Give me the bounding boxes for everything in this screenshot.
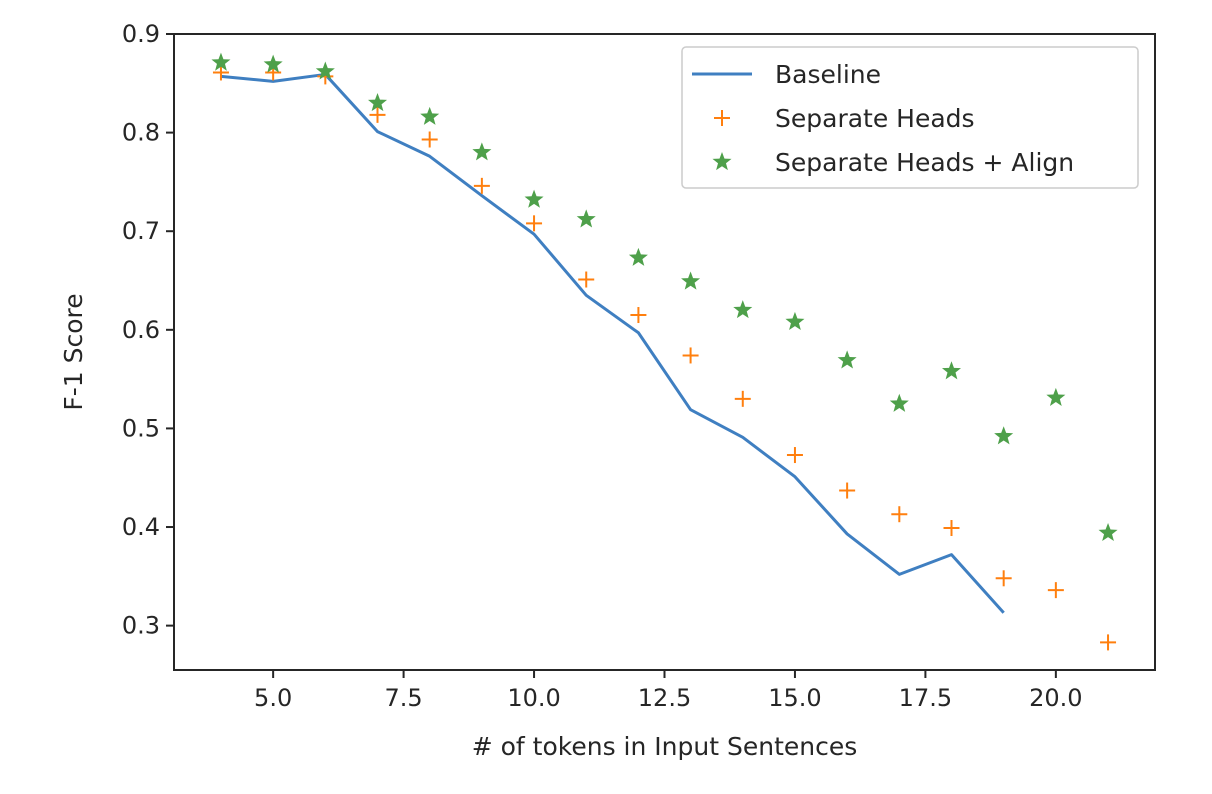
separate-heads-align-point	[733, 300, 753, 319]
x-tick-label: 7.5	[385, 684, 423, 712]
separate-heads-point	[212, 64, 229, 81]
separate-heads-align-point	[628, 247, 648, 266]
legend-box	[681, 46, 1139, 189]
legend-label: Separate Heads + Align	[775, 148, 1074, 177]
y-tick-label: 0.8	[122, 119, 160, 147]
separate-heads-align-point	[1046, 387, 1066, 406]
y-tick-label: 0.7	[122, 217, 160, 245]
separate-heads-align-point	[211, 52, 231, 71]
separate-heads-point	[786, 447, 803, 464]
separate-heads-point	[630, 307, 647, 324]
legend: Baseline Separate Heads Separate Heads + A…	[681, 46, 1139, 189]
x-tick-label: 10.0	[507, 684, 560, 712]
legend-plus-swatch	[714, 110, 730, 126]
separate-heads-point	[421, 131, 438, 148]
legend-item: Baseline	[692, 60, 881, 89]
separate-heads-point	[995, 570, 1012, 587]
separate-heads-align-point	[1098, 522, 1118, 542]
y-axis-title: F-1 Score	[59, 293, 88, 410]
separate-heads-point	[1100, 634, 1117, 651]
legend-star-swatch	[712, 152, 732, 171]
separate-heads-point	[682, 347, 699, 364]
axis-ticks: 5.0 7.5 10.0 12.5 15.0 17.5 20.0 0.3 0.4 0.5 0.6 0.…	[122, 20, 1083, 712]
separate-heads-align-point	[420, 106, 440, 125]
separate-heads-point	[943, 520, 960, 537]
separate-heads-align-point	[367, 93, 388, 112]
separate-heads-align-point	[681, 271, 701, 290]
separate-heads-align-point	[524, 189, 544, 208]
separate-heads-point	[473, 177, 490, 194]
x-tick-label: 5.0	[254, 684, 292, 712]
x-tick-label: 20.0	[1029, 684, 1082, 712]
series-plus	[212, 64, 1117, 651]
separate-heads-align-point	[263, 54, 283, 73]
separate-heads-align-point	[994, 426, 1014, 445]
baseline-line	[220, 72, 1005, 614]
plot-marks	[211, 52, 1118, 651]
separate-heads-align-point	[785, 311, 805, 331]
separate-heads-point	[1047, 582, 1064, 599]
separate-heads-point	[839, 482, 856, 499]
y-tick-label: 0.3	[122, 612, 160, 640]
separate-heads-align-point	[472, 142, 492, 161]
separate-heads-align-point	[576, 209, 596, 228]
x-axis-title: # of tokens in Input Sentences	[472, 732, 858, 761]
legend-label: Baseline	[775, 60, 881, 89]
legend-label: Separate Heads	[775, 104, 975, 133]
y-tick-label: 0.6	[122, 316, 160, 344]
separate-heads-point	[526, 215, 543, 232]
y-tick-label: 0.4	[122, 513, 160, 541]
separate-heads-point	[734, 390, 751, 407]
separate-heads-point	[891, 506, 908, 523]
legend-item: Separate Heads	[714, 104, 975, 133]
x-tick-label: 17.5	[899, 684, 952, 712]
separate-heads-align-point	[837, 350, 857, 369]
separate-heads-point	[578, 271, 595, 288]
x-tick-label: 12.5	[638, 684, 691, 712]
series-line	[220, 72, 1005, 614]
separate-heads-align-point	[315, 61, 335, 80]
series-star	[211, 52, 1118, 542]
separate-heads-point	[369, 106, 386, 123]
separate-heads-align-point	[889, 393, 909, 412]
y-tick-label: 0.5	[122, 414, 160, 442]
y-tick-label: 0.9	[122, 20, 160, 48]
x-tick-label: 15.0	[768, 684, 821, 712]
separate-heads-align-point	[941, 361, 962, 380]
legend-item: Separate Heads + Align	[712, 148, 1074, 177]
